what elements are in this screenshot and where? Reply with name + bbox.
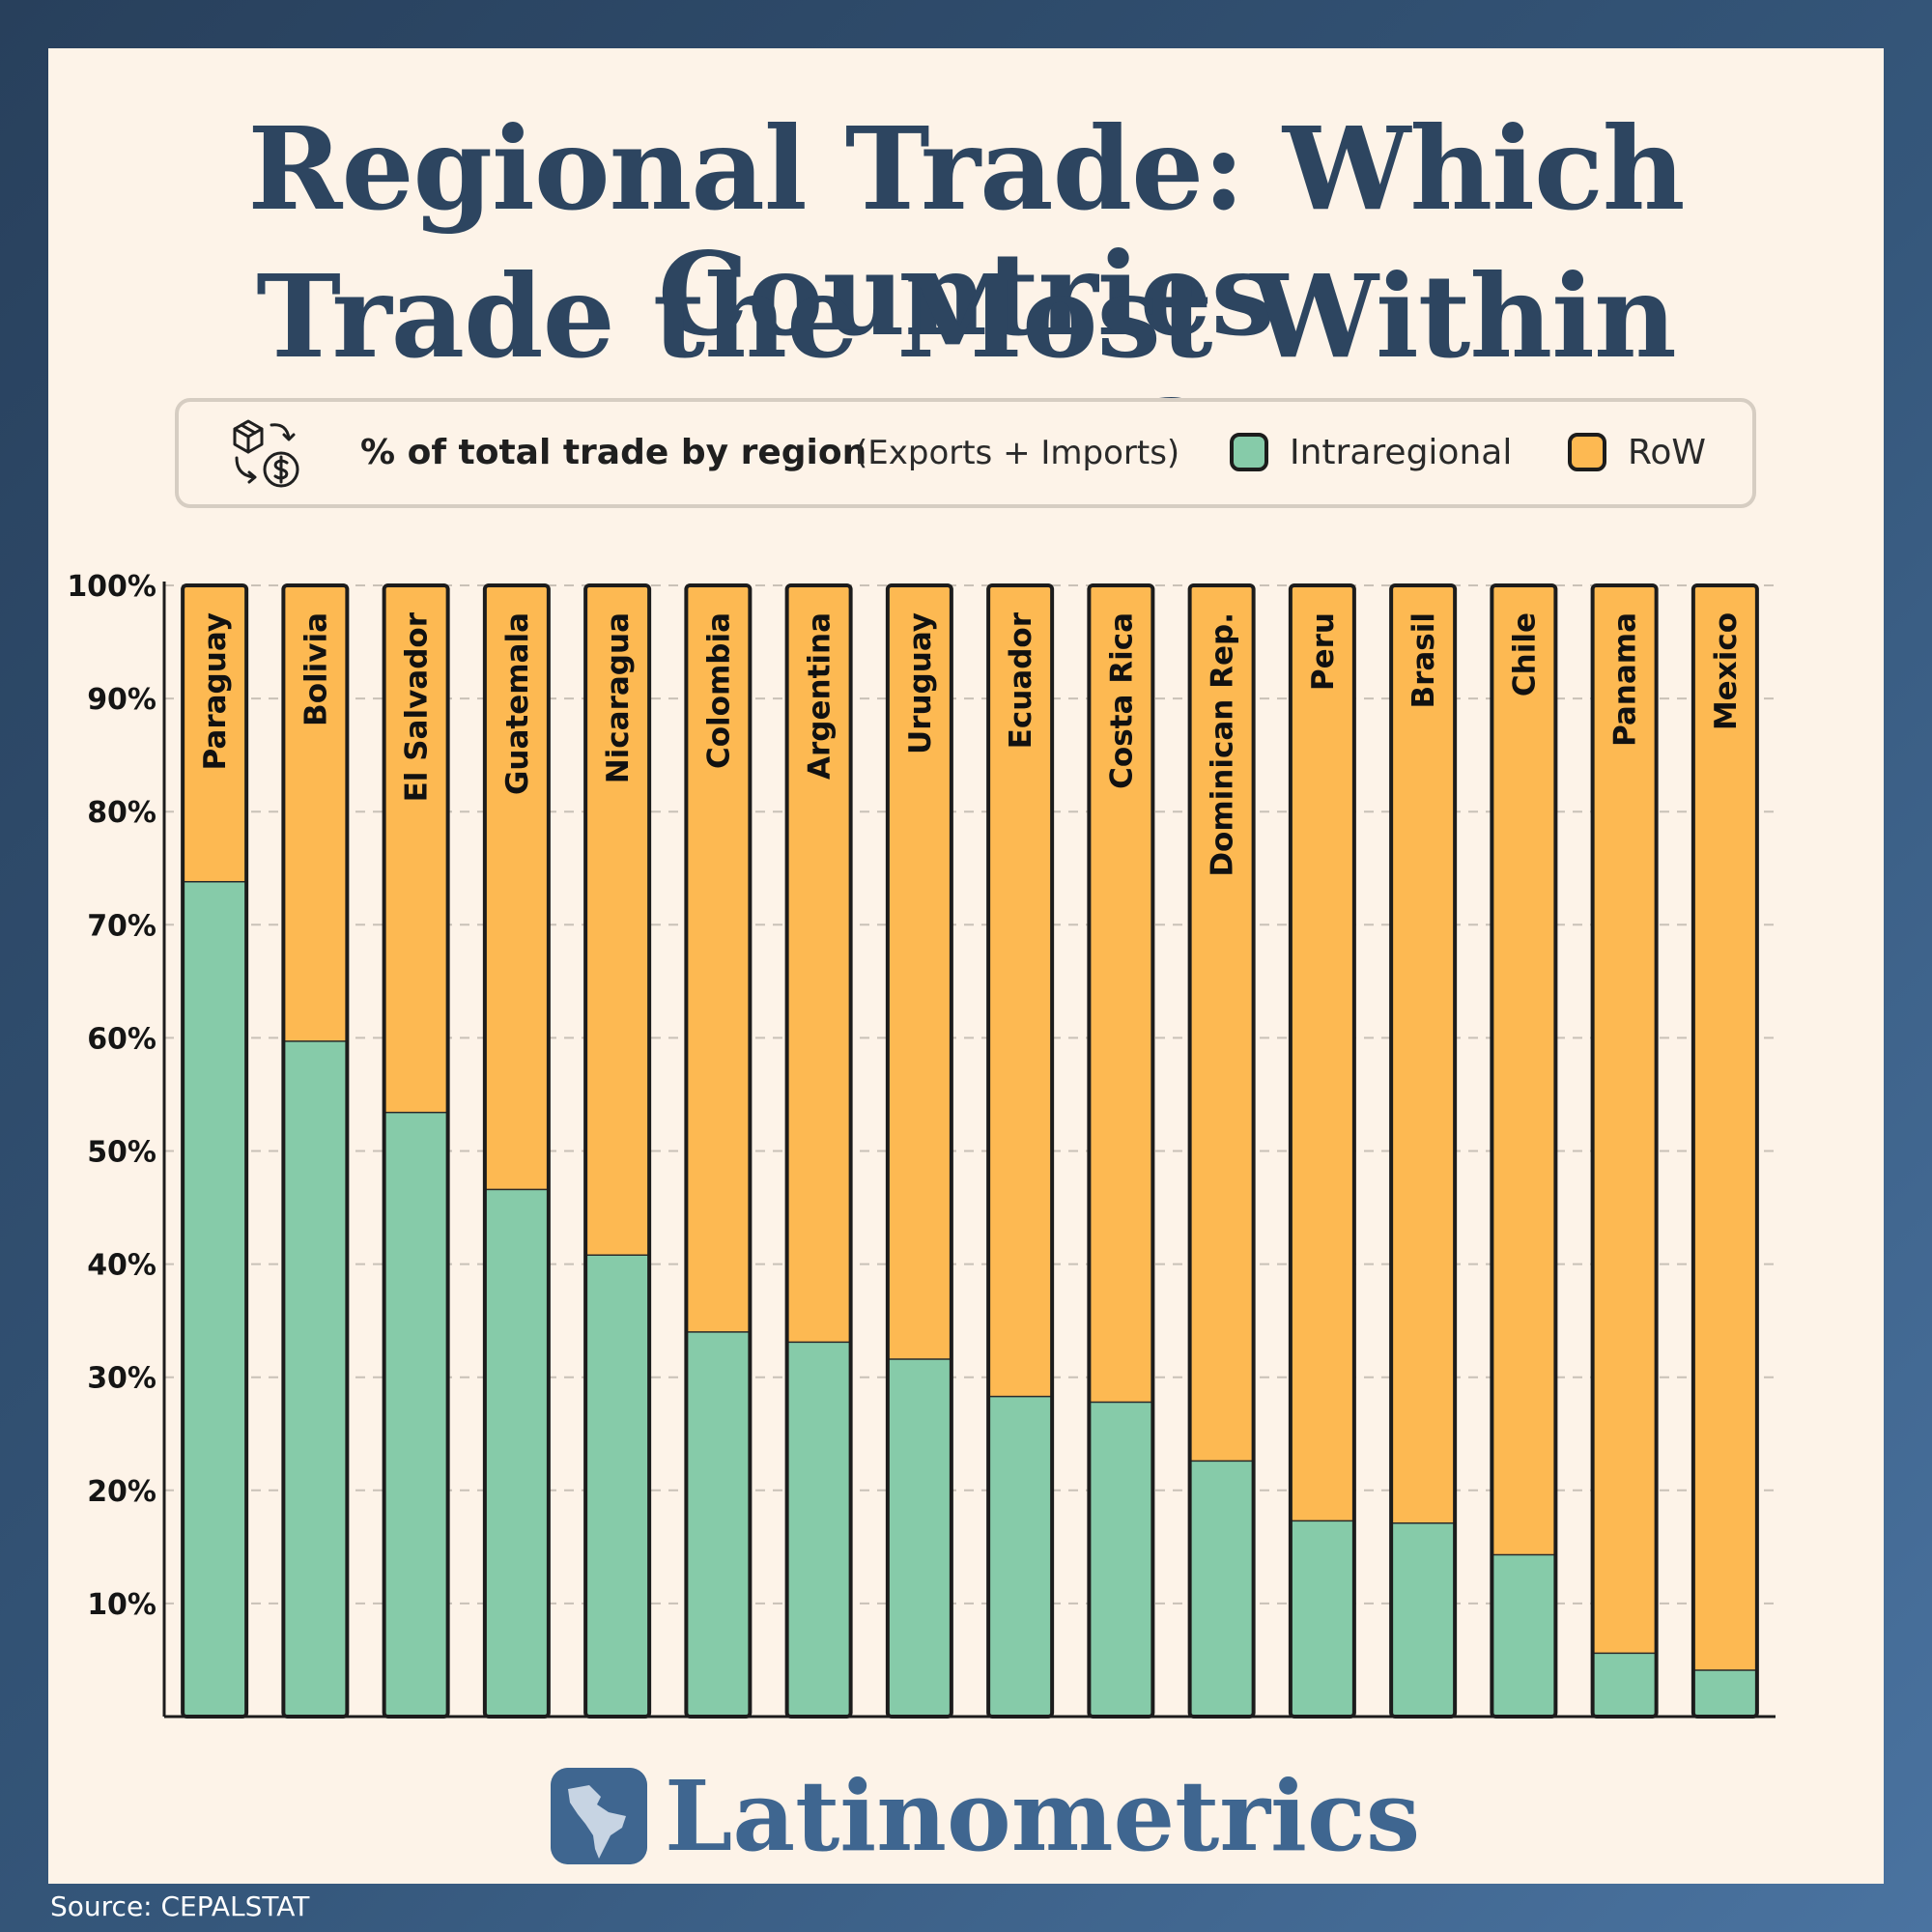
bar-segment-intraregional xyxy=(686,1332,750,1717)
bar-segment-intraregional xyxy=(485,1189,549,1717)
y-tick-label: 60% xyxy=(87,1022,156,1056)
bar-category-label: Argentina xyxy=(803,612,838,780)
bar-category-label: Brasil xyxy=(1406,612,1441,709)
brand-name: Latinometrics xyxy=(665,1758,1420,1874)
bar-segment-intraregional xyxy=(1492,1555,1555,1717)
y-tick-label: 10% xyxy=(87,1588,156,1622)
bar-segment-row xyxy=(1391,585,1455,1523)
bar-category-label: Dominican Rep. xyxy=(1206,612,1240,877)
bar-segment-intraregional xyxy=(1291,1520,1354,1717)
bar-segment-intraregional xyxy=(1391,1523,1455,1717)
y-tick-label: 80% xyxy=(87,796,156,830)
bar-category-label: El Salvador xyxy=(400,611,435,802)
bar-segment-intraregional xyxy=(1089,1402,1152,1717)
bar-segment-intraregional xyxy=(1693,1670,1757,1717)
bar-segment-intraregional xyxy=(1190,1461,1254,1717)
bar-category-label: Uruguay xyxy=(903,612,938,754)
bar-segment-row xyxy=(1492,585,1555,1555)
source-note: Source: CEPALSTAT xyxy=(50,1886,309,1928)
bar-segment-row xyxy=(1291,585,1354,1520)
latam-map-logo-icon xyxy=(551,1768,647,1864)
y-tick-label: 50% xyxy=(87,1136,156,1170)
bar-category-label: Bolivia xyxy=(298,612,333,726)
bar-segment-intraregional xyxy=(384,1113,448,1717)
y-tick-label: 30% xyxy=(87,1362,156,1396)
bar-segment-row xyxy=(1693,585,1757,1670)
bar-category-label: Nicaragua xyxy=(601,612,636,783)
bar-category-label: Mexico xyxy=(1709,612,1744,730)
bar-segment-intraregional xyxy=(183,882,246,1717)
y-tick-label: 20% xyxy=(87,1475,156,1509)
bar-category-label: Colombia xyxy=(701,612,736,769)
bar-category-label: Chile xyxy=(1507,612,1542,696)
bar-segment-intraregional xyxy=(585,1255,649,1717)
bar-category-label: Guatemala xyxy=(500,612,535,795)
bar-segment-intraregional xyxy=(988,1397,1052,1717)
bar-segment-intraregional xyxy=(283,1041,347,1717)
bar-category-label: Peru xyxy=(1306,612,1341,691)
y-tick-label: 40% xyxy=(87,1249,156,1283)
bar-segment-intraregional xyxy=(888,1359,952,1717)
bar-segment-intraregional xyxy=(787,1342,851,1717)
bar-category-label: Panama xyxy=(1608,612,1643,747)
y-tick-label: 90% xyxy=(87,683,156,717)
y-tick-label: 100% xyxy=(67,570,156,604)
bar-segment-intraregional xyxy=(1593,1653,1657,1717)
bar-category-label: Ecuador xyxy=(1004,611,1038,749)
y-tick-label: 70% xyxy=(87,909,156,943)
bar-category-label: Paraguay xyxy=(198,612,233,770)
bar-category-label: Costa Rica xyxy=(1104,612,1139,789)
